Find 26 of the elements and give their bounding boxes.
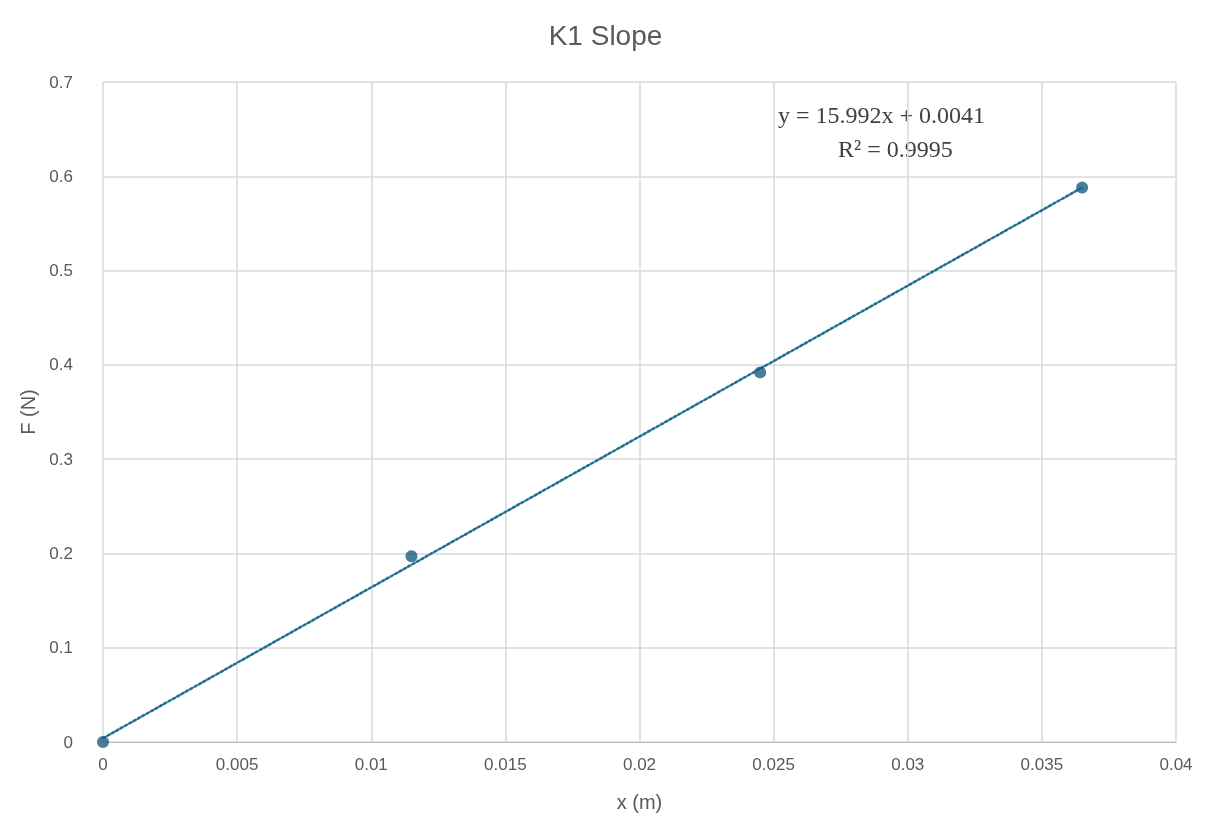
y-tick-label: 0.7 xyxy=(49,72,73,92)
x-tick-label: 0.03 xyxy=(891,755,925,774)
annotation: R² = 0.9995 xyxy=(838,136,953,162)
x-tick-label: 0.025 xyxy=(752,755,795,774)
y-tick-label: 0 xyxy=(63,732,73,752)
y-axis-title: F (N) xyxy=(17,389,40,435)
y-tick-label: 0.3 xyxy=(49,449,73,469)
x-tick-label: 0 xyxy=(98,755,108,774)
x-axis-title: x (m) xyxy=(616,791,663,813)
chart-title: K1 Slope xyxy=(548,19,663,51)
y-tick-label: 0.4 xyxy=(49,355,73,375)
x-tick-label: 0.035 xyxy=(1020,755,1064,774)
point xyxy=(1076,181,1089,194)
x-tick-label: 0.01 xyxy=(354,755,388,774)
x-tick-label: 0.005 xyxy=(215,755,259,774)
point xyxy=(405,550,418,563)
point xyxy=(97,736,109,748)
annotation: y = 15.992x + 0.0041 xyxy=(778,102,986,128)
x-tick-label: 0.015 xyxy=(484,755,527,774)
point xyxy=(754,366,767,379)
y-tick-label: 0.1 xyxy=(49,638,73,658)
y-tick-label: 0.2 xyxy=(49,543,73,563)
y-tick-label: 0.5 xyxy=(49,261,73,281)
x-tick-label: 0.04 xyxy=(1159,755,1193,774)
x-tick-label: 0.02 xyxy=(622,755,657,774)
y-tick-label: 0.6 xyxy=(49,166,73,186)
